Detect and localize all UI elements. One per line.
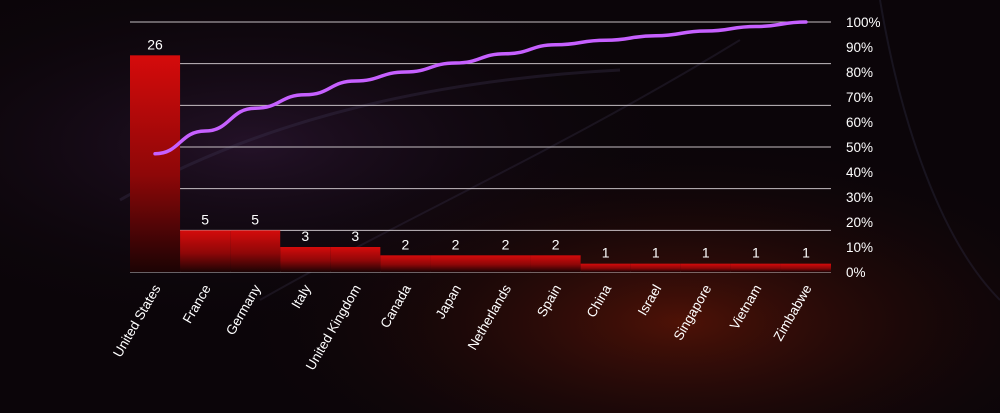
bar [430, 255, 481, 272]
bar [230, 230, 281, 272]
right-axis-tick-label: 10% [846, 240, 873, 255]
bar [330, 247, 381, 272]
bar-labels: 26 5 5 3 3 2 2 2 2 1 1 1 1 1 [147, 36, 810, 260]
bar-value-label: 1 [752, 245, 760, 261]
bar-value-label: 2 [401, 236, 409, 252]
bar-value-label: 3 [351, 228, 359, 244]
bar-value-label: 1 [602, 245, 610, 261]
bar-value-label: 3 [301, 228, 309, 244]
right-axis-ticks: 0% 10% 20% 30% 40% 50% 60% 70% 80% 90% 100% [846, 15, 881, 280]
bar [730, 263, 781, 272]
bar-value-label: 5 [201, 211, 209, 227]
bar [530, 255, 581, 272]
bar [780, 263, 831, 272]
right-axis-tick-label: 80% [846, 65, 873, 80]
right-axis-tick-label: 70% [846, 90, 873, 105]
right-axis-tick-label: 100% [846, 15, 881, 30]
right-axis-tick-label: 0% [846, 265, 866, 280]
cumulative-line [153, 20, 808, 156]
bar-value-label: 2 [502, 236, 510, 252]
bar-value-label: 26 [147, 36, 163, 52]
bar-value-label: 2 [452, 236, 460, 252]
bar-value-label: 2 [552, 236, 560, 252]
bar-value-label: 5 [251, 211, 259, 227]
bar [180, 230, 231, 272]
bar-value-label: 1 [702, 245, 710, 261]
right-axis-tick-label: 30% [846, 190, 873, 205]
right-axis-tick-label: 20% [846, 215, 873, 230]
bar [580, 263, 631, 272]
bar-value-label: 1 [802, 245, 810, 261]
right-axis-tick-label: 40% [846, 165, 873, 180]
bar [380, 255, 431, 272]
bars [130, 55, 831, 273]
bar [630, 263, 681, 272]
bar-value-label: 1 [652, 245, 660, 261]
bar [280, 247, 331, 272]
bar [680, 263, 731, 272]
bar [480, 255, 531, 272]
right-axis-tick-label: 50% [846, 140, 873, 155]
right-axis-tick-label: 90% [846, 40, 873, 55]
bar [130, 55, 181, 273]
right-axis-tick-label: 60% [846, 115, 873, 130]
cumulative-percent-line [153, 20, 808, 156]
